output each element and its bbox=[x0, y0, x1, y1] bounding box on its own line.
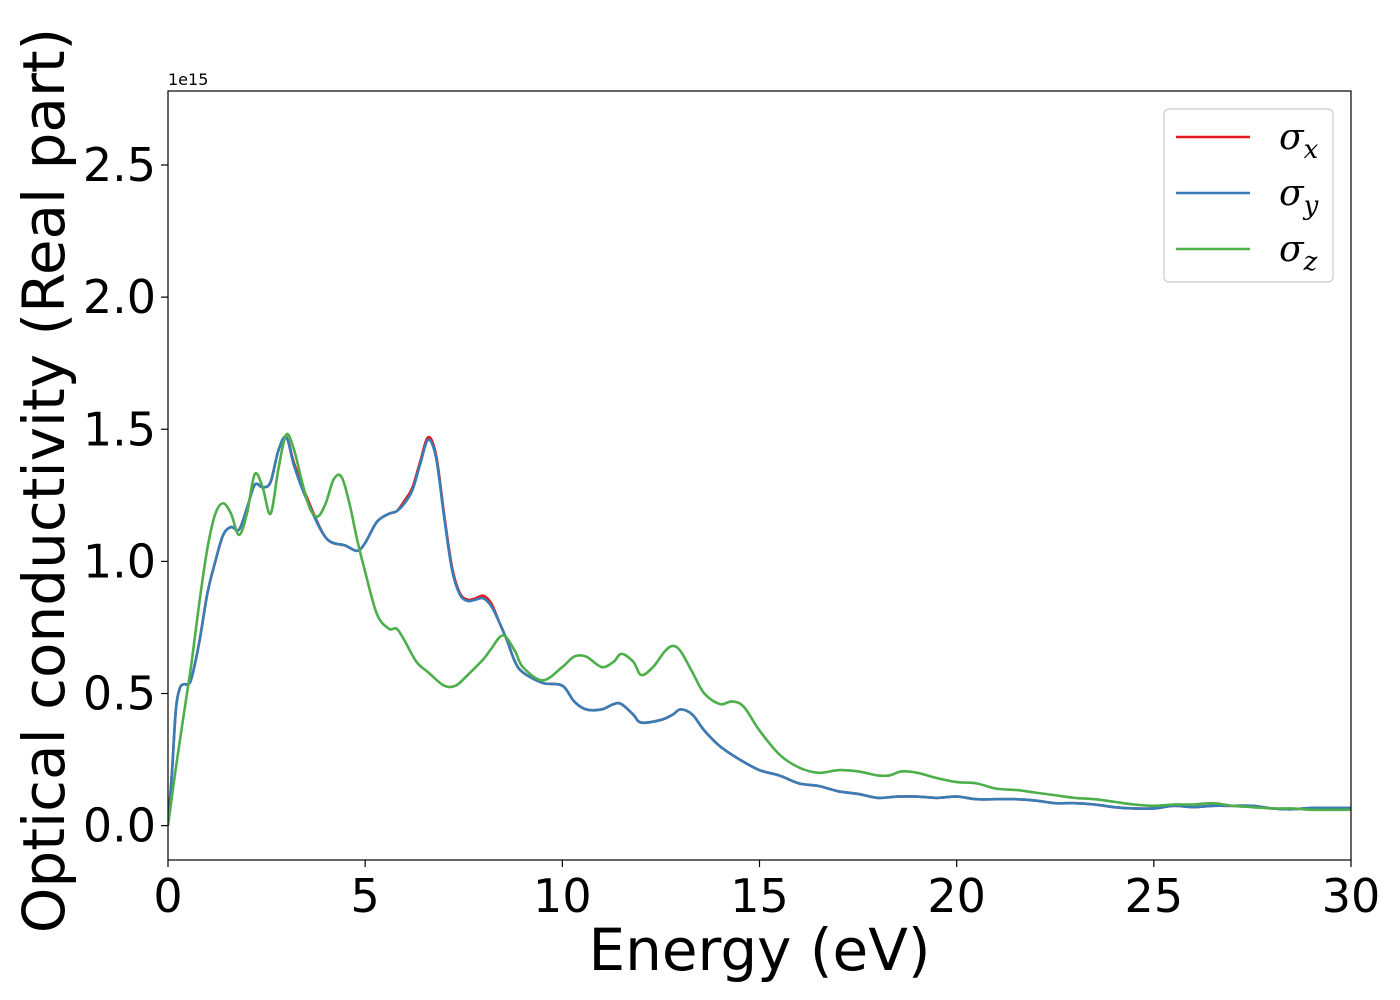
y-tick-label: 0.0 bbox=[83, 799, 156, 853]
x-tick-label: 20 bbox=[927, 869, 986, 923]
y-offset-label: 1e15 bbox=[168, 70, 208, 89]
y-tick-label: 1.0 bbox=[83, 534, 156, 588]
y-tick-label: 2.0 bbox=[83, 270, 156, 324]
legend-label-z: σz bbox=[1279, 229, 1318, 277]
series-line-z bbox=[168, 432, 1351, 826]
x-tick-label: 30 bbox=[1322, 869, 1381, 923]
x-axis-label: Energy (eV) bbox=[588, 916, 930, 984]
legend-box bbox=[1163, 108, 1334, 283]
y-axis-label: Optical conductivity (Real part) bbox=[10, 28, 78, 933]
y-tick-label: 0.5 bbox=[83, 667, 156, 721]
x-tick-label: 10 bbox=[533, 869, 592, 923]
x-tick-label: 5 bbox=[351, 869, 380, 923]
series-line-x bbox=[168, 435, 1351, 826]
x-tick-label: 0 bbox=[153, 869, 182, 923]
x-tick-label: 15 bbox=[730, 869, 789, 923]
series-layer bbox=[168, 432, 1351, 826]
series-line-y bbox=[168, 435, 1351, 826]
x-tick-label: 25 bbox=[1125, 869, 1184, 923]
y-tick-label: 2.5 bbox=[83, 138, 156, 192]
y-tick-label: 1.5 bbox=[83, 402, 156, 456]
tick-layer: 0 5 10 15 20 25 30 0.0 0.5 1.0 1.5 2.0 2.5 bbox=[83, 138, 1380, 923]
